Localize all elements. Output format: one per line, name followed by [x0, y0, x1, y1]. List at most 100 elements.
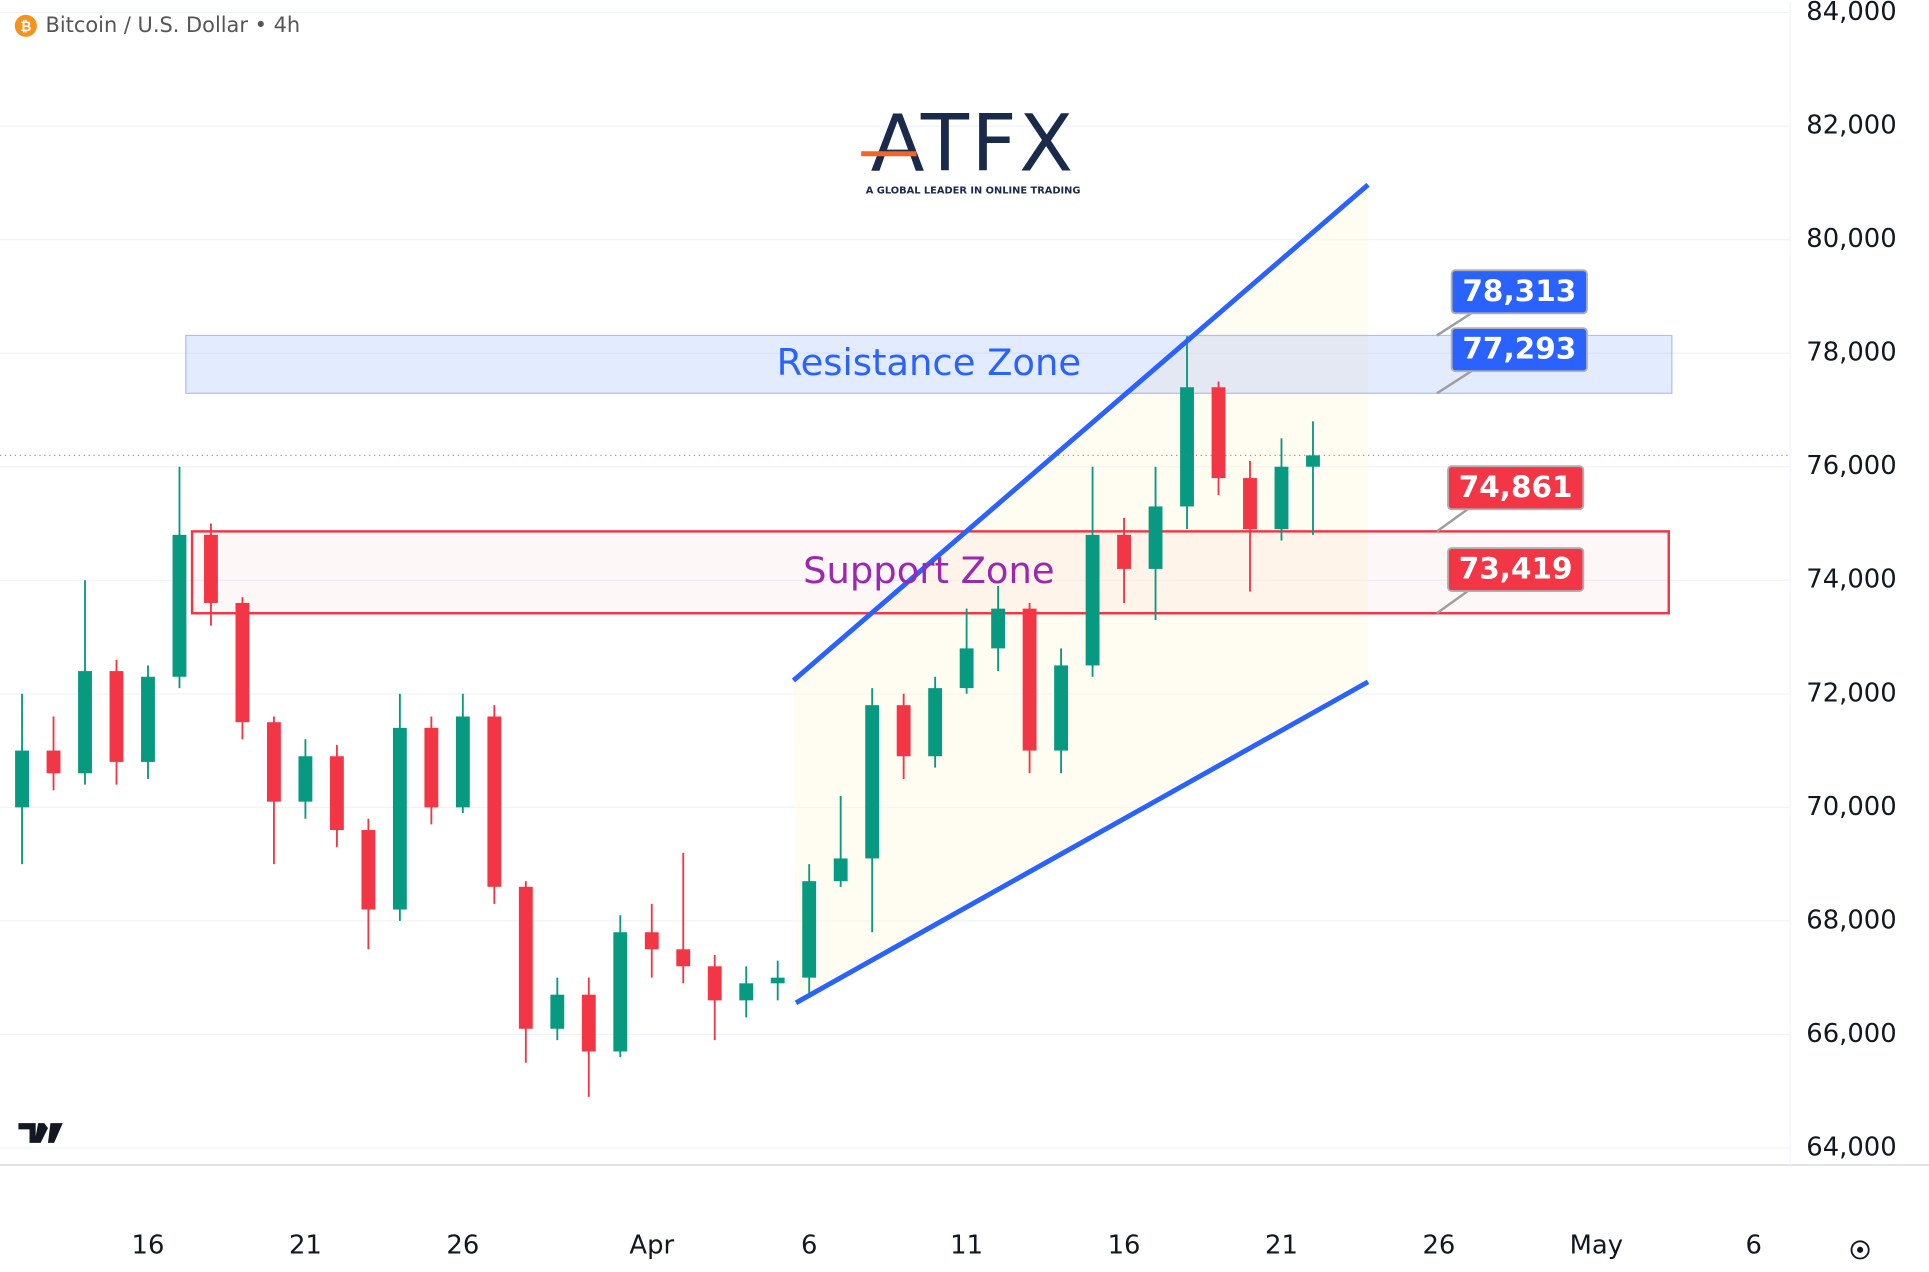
candle-body: [959, 648, 974, 689]
x-tick-label: May: [1570, 1231, 1623, 1261]
y-tick-label: 66,000: [1806, 1019, 1896, 1049]
candle: [109, 659, 124, 785]
x-tick-label: Apr: [629, 1231, 674, 1261]
y-tick-label: 78,000: [1806, 338, 1896, 368]
zone: [185, 334, 1673, 394]
logo-tagline: A GLOBAL LEADER IN ONLINE TRADING: [866, 186, 1081, 197]
price-label-connector: [1436, 312, 1473, 337]
y-tick-label: 76,000: [1806, 451, 1896, 481]
candle-body: [802, 881, 817, 978]
candle: [676, 852, 691, 984]
y-tick-label: 70,000: [1806, 792, 1896, 822]
candle-body: [424, 727, 439, 808]
candle-body: [739, 983, 754, 1001]
candle: [1274, 438, 1289, 541]
candle-body: [487, 716, 502, 887]
zone-label: Support Zone: [803, 549, 1054, 592]
price-label-box: [1450, 269, 1588, 315]
x-tick-label: 6: [801, 1231, 817, 1261]
candle: [1243, 461, 1257, 592]
x-tick-label: 21: [289, 1231, 322, 1261]
candle: [833, 795, 848, 887]
settings-dot[interactable]: [1857, 1246, 1864, 1253]
candle-body: [1022, 608, 1037, 751]
candle-body: [1117, 534, 1131, 569]
candle: [46, 716, 61, 791]
candle: [455, 693, 470, 814]
price-label: 74,861: [1459, 470, 1573, 504]
settings-ring[interactable]: [1850, 1240, 1870, 1260]
candle-body: [550, 994, 565, 1029]
y-tick-label: 82,000: [1806, 111, 1896, 141]
candle: [613, 915, 628, 1058]
candle: [959, 608, 974, 694]
candle-body: [455, 716, 470, 808]
candle: [802, 864, 817, 995]
candle-body: [1148, 506, 1163, 569]
y-tick-label: 64,000: [1806, 1132, 1896, 1162]
price-label: 78,313: [1462, 274, 1576, 308]
price-label-connector: [1436, 590, 1469, 615]
candle-body: [392, 727, 407, 910]
channel-line: [791, 182, 1370, 683]
channel-line: [794, 679, 1370, 1005]
candle: [1180, 336, 1194, 530]
candle-body: [235, 602, 250, 723]
candle-body: [1274, 466, 1289, 530]
candle: [204, 523, 218, 626]
candle-body: [1306, 455, 1320, 467]
settings-icon[interactable]: [1850, 1240, 1870, 1260]
candle: [78, 580, 92, 785]
candle-body: [676, 949, 691, 967]
y-tick-label: 74,000: [1806, 565, 1896, 595]
candle: [991, 585, 1006, 672]
bitcoin-icon: [14, 14, 37, 37]
candle-body: [1211, 387, 1226, 479]
price-label-connector: [1436, 370, 1473, 395]
candle-body: [109, 671, 124, 762]
candle-body: [896, 705, 911, 757]
price-label: 73,419: [1459, 552, 1573, 586]
candle: [896, 693, 911, 779]
candle-body: [78, 671, 92, 774]
x-tick-label: 26: [1422, 1231, 1455, 1261]
y-tick-label: 72,000: [1806, 678, 1896, 708]
bitcoin-icon-glyph: ₿: [20, 19, 31, 35]
candle: [361, 818, 376, 950]
price-label: 77,293: [1462, 332, 1576, 366]
candle-body: [865, 705, 880, 859]
price-label-box: [1447, 547, 1585, 593]
x-tick-label: 21: [1265, 1231, 1298, 1261]
y-tick-label: 80,000: [1806, 224, 1896, 254]
zone-label: Resistance Zone: [777, 341, 1081, 384]
candle-body: [1085, 534, 1100, 666]
x-tick-label: 11: [950, 1231, 983, 1261]
candle: [581, 977, 596, 1097]
candle-body: [1054, 665, 1069, 751]
x-tick-label: 6: [1746, 1231, 1762, 1261]
candle: [1022, 602, 1037, 774]
candle: [424, 716, 439, 825]
candle: [1306, 421, 1320, 535]
tradingview-logo: [18, 1123, 63, 1143]
candle-body: [15, 750, 29, 808]
y-tick-label: 84,000: [1806, 0, 1896, 27]
candle: [329, 744, 344, 848]
zone: [190, 530, 1670, 615]
candle-body: [1180, 387, 1194, 507]
candle-body: [644, 932, 659, 950]
candle-body: [1243, 478, 1257, 530]
candle-body: [613, 932, 628, 1052]
candle-body: [204, 534, 218, 603]
candle: [1117, 517, 1131, 603]
candle: [928, 676, 943, 768]
candle-body: [298, 756, 313, 802]
candle-body: [928, 688, 943, 757]
candle: [487, 705, 502, 904]
candle: [644, 903, 659, 978]
candle-body: [172, 534, 187, 677]
candle: [141, 665, 155, 779]
logo-text: ATFX: [871, 97, 1076, 189]
